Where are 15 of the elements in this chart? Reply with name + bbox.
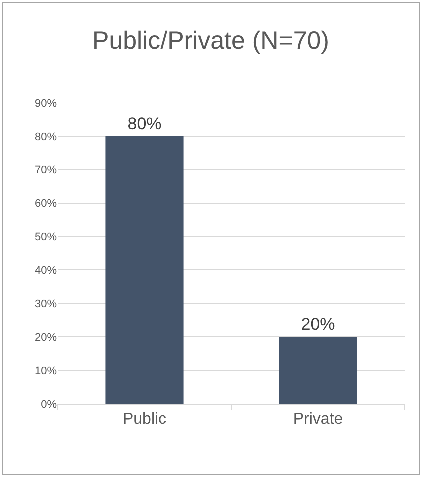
y-tick-label: 10% <box>34 365 58 378</box>
y-tick-label: 20% <box>34 332 58 344</box>
y-tick-label: 50% <box>34 232 58 244</box>
y-tick-label: 70% <box>34 164 58 177</box>
chart-title: Public/Private (N=70) <box>92 26 330 55</box>
y-tick-label: 30% <box>34 298 58 311</box>
x-tick-label: Private <box>293 411 344 428</box>
data-label: 20% <box>301 315 336 334</box>
y-tick-label: 60% <box>34 198 58 210</box>
data-label: 80% <box>128 114 162 134</box>
y-tick-label: 80% <box>34 131 58 144</box>
x-tick-label: Public <box>122 411 167 428</box>
y-tick-label: 0% <box>41 398 58 411</box>
y-tick-label: 40% <box>34 265 58 278</box>
y-tick-label: 90% <box>34 98 58 110</box>
